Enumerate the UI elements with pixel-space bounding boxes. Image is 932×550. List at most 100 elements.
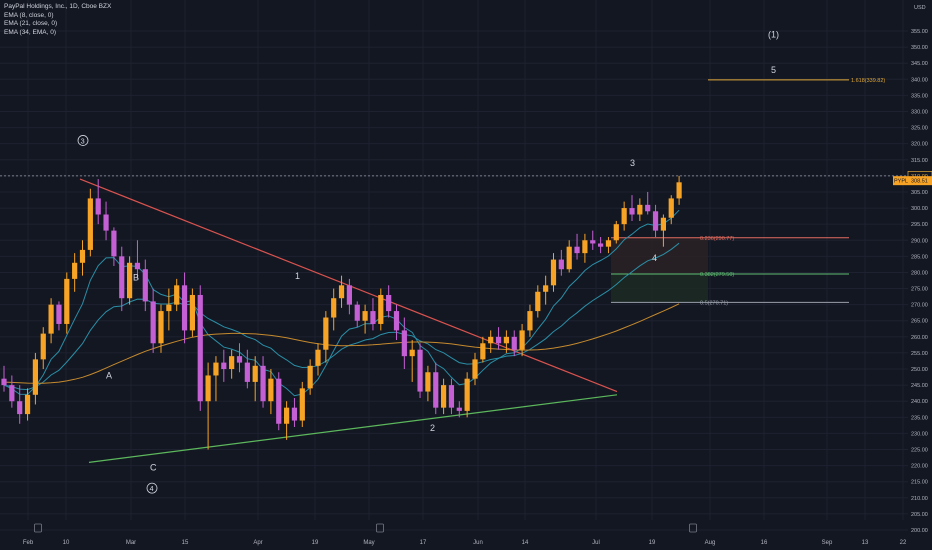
legend-ema-21[interactable]: EMA (21, close, 0)	[4, 20, 58, 28]
legend-ema-8[interactable]: EMA (8, close, 0)	[4, 11, 54, 19]
candle[interactable]	[166, 288, 172, 331]
candle[interactable]	[488, 330, 494, 353]
candle[interactable]	[236, 343, 243, 373]
candle[interactable]	[244, 349, 250, 389]
candle[interactable]	[56, 301, 62, 331]
event-marker-earnings-feb[interactable]	[34, 523, 42, 533]
candle[interactable]	[558, 249, 564, 276]
candle[interactable]	[605, 237, 612, 254]
candle[interactable]	[1, 365, 7, 392]
candle[interactable]	[543, 275, 549, 305]
candle[interactable]	[48, 298, 54, 344]
candle[interactable]	[181, 272, 188, 344]
candle[interactable]	[613, 220, 619, 244]
candle[interactable]	[158, 304, 164, 353]
candle[interactable]	[433, 362, 439, 415]
candle[interactable]	[645, 191, 651, 215]
candle[interactable]	[393, 304, 400, 341]
candle[interactable]	[229, 349, 235, 379]
time-axis[interactable]: Feb 10 Mar 15 Apr 19 May 17 Jun 14 Jul 19 Aug 16 Sep 13…	[23, 540, 907, 546]
candle[interactable]	[378, 288, 384, 331]
candle[interactable]	[598, 237, 604, 254]
candle[interactable]	[582, 233, 588, 263]
candles[interactable]	[1, 175, 682, 450]
candle[interactable]	[32, 352, 38, 405]
candle[interactable]	[370, 298, 376, 331]
candle[interactable]	[519, 323, 525, 357]
candle[interactable]	[276, 372, 282, 431]
symbol-title[interactable]: PayPal Holdings, Inc., 1D, Cboe BZX	[4, 3, 112, 10]
candle[interactable]	[668, 195, 674, 225]
candle[interactable]	[24, 388, 31, 421]
candle[interactable]	[323, 311, 329, 363]
candle[interactable]	[590, 230, 596, 250]
candle[interactable]	[284, 401, 290, 440]
candle[interactable]	[291, 398, 298, 427]
candle[interactable]	[472, 352, 478, 386]
candle[interactable]	[464, 372, 470, 418]
candle[interactable]	[417, 343, 423, 399]
candle[interactable]	[456, 401, 462, 418]
candle[interactable]	[252, 356, 258, 402]
ticker-badge[interactable]	[893, 176, 908, 186]
legend-ema-34[interactable]: EMA (34, EMA, 0)	[4, 28, 57, 36]
candle[interactable]	[213, 356, 219, 402]
candle[interactable]	[142, 259, 148, 312]
candle[interactable]	[189, 288, 195, 337]
candle[interactable]	[503, 330, 509, 353]
candle[interactable]	[480, 336, 486, 363]
candle[interactable]	[64, 272, 70, 334]
candle[interactable]	[338, 275, 345, 308]
candle[interactable]	[127, 256, 133, 305]
candle[interactable]	[268, 369, 274, 415]
candle[interactable]	[17, 385, 23, 424]
candle[interactable]	[260, 356, 266, 408]
candle[interactable]	[79, 240, 86, 276]
candle[interactable]	[299, 381, 305, 427]
candle[interactable]	[527, 304, 533, 337]
candle[interactable]	[511, 330, 517, 357]
candle[interactable]	[652, 204, 659, 238]
price-axis[interactable]: USD 355.00 350.00 345.00 340.00 335.00 330.00 3…	[893, 0, 932, 550]
candle[interactable]	[111, 227, 117, 267]
candle[interactable]	[205, 362, 211, 450]
candle[interactable]	[307, 359, 313, 395]
candle[interactable]	[621, 201, 627, 231]
candle[interactable]	[409, 340, 415, 382]
candle[interactable]	[425, 365, 431, 402]
candle[interactable]	[72, 253, 78, 292]
candle[interactable]	[103, 201, 109, 241]
candle[interactable]	[346, 278, 352, 315]
candle[interactable]	[40, 327, 46, 370]
candle[interactable]	[221, 349, 227, 382]
candle[interactable]	[386, 285, 392, 318]
candle[interactable]	[676, 175, 682, 205]
candle[interactable]	[535, 285, 541, 318]
event-marker-earnings-jul[interactable]	[689, 523, 697, 533]
candle[interactable]	[354, 301, 360, 328]
candle[interactable]	[448, 378, 455, 415]
support-trendline[interactable]	[88, 394, 618, 463]
candle[interactable]	[87, 188, 93, 257]
candle[interactable]	[9, 375, 15, 408]
candle[interactable]	[441, 378, 447, 415]
candle[interactable]	[150, 288, 156, 353]
candle[interactable]	[574, 233, 580, 260]
candle[interactable]	[566, 240, 572, 273]
candle[interactable]	[629, 195, 635, 221]
candle[interactable]	[362, 304, 368, 334]
candle[interactable]	[197, 285, 203, 411]
candle[interactable]	[315, 343, 321, 376]
candle[interactable]	[95, 179, 101, 225]
event-marker-earnings-may[interactable]	[376, 523, 384, 533]
candle[interactable]	[119, 246, 125, 312]
candle[interactable]	[550, 253, 557, 292]
candle[interactable]	[134, 240, 141, 279]
candle[interactable]	[331, 288, 337, 331]
candle[interactable]	[495, 327, 502, 350]
candle[interactable]	[174, 278, 180, 312]
candle[interactable]	[637, 198, 643, 221]
candle[interactable]	[660, 214, 666, 247]
candle[interactable]	[401, 317, 407, 370]
